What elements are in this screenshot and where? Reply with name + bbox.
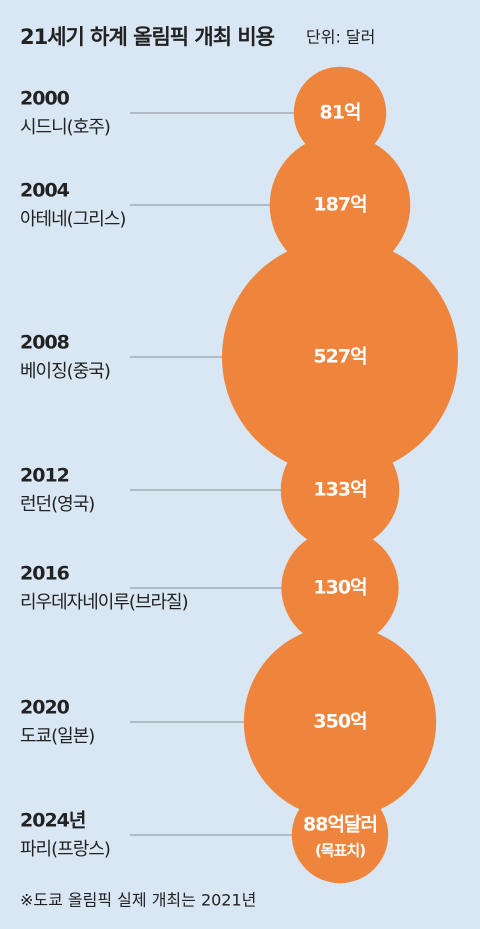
data-label-note: (목표치) <box>315 842 365 860</box>
data-label: 527억 <box>313 346 366 368</box>
city-label: 파리(프랑스) <box>20 839 110 860</box>
city-label: 도쿄(일본) <box>20 726 94 747</box>
city-label: 베이징(중국) <box>20 361 110 382</box>
category-label: 2008 <box>20 332 70 354</box>
city-label: 리우데자네이루(브라질) <box>20 592 188 613</box>
data-label: 130억 <box>313 577 366 599</box>
city-label: 아테네(그리스) <box>20 209 125 230</box>
data-label: 187억 <box>313 194 366 216</box>
data-label: 133억 <box>313 479 366 501</box>
category-label: 2024년 <box>20 810 85 832</box>
category-label: 2004 <box>20 180 70 202</box>
bubble <box>281 529 399 647</box>
footnote: ※도쿄 올림픽 실제 개최는 2021년 <box>20 891 256 910</box>
chart-subtitle: 단위: 달러 <box>306 28 375 47</box>
bubble <box>291 786 389 884</box>
city-label: 런던(영국) <box>20 494 94 515</box>
category-label: 2012 <box>20 465 69 487</box>
city-label: 시드니(호주) <box>20 117 110 138</box>
bubble <box>243 625 437 819</box>
category-label: 2016 <box>20 563 70 585</box>
data-label: 350억 <box>313 711 366 733</box>
bubble <box>222 239 458 475</box>
data-label: 81억 <box>320 102 361 124</box>
bubble <box>269 134 411 276</box>
bubble <box>293 66 387 160</box>
chart-title: 21세기 하계 올림픽 개최 비용 <box>20 25 275 49</box>
bubble <box>280 430 400 550</box>
data-label: 88억달러 <box>303 814 377 836</box>
category-label: 2000 <box>20 88 70 110</box>
category-label: 2020 <box>20 697 70 719</box>
